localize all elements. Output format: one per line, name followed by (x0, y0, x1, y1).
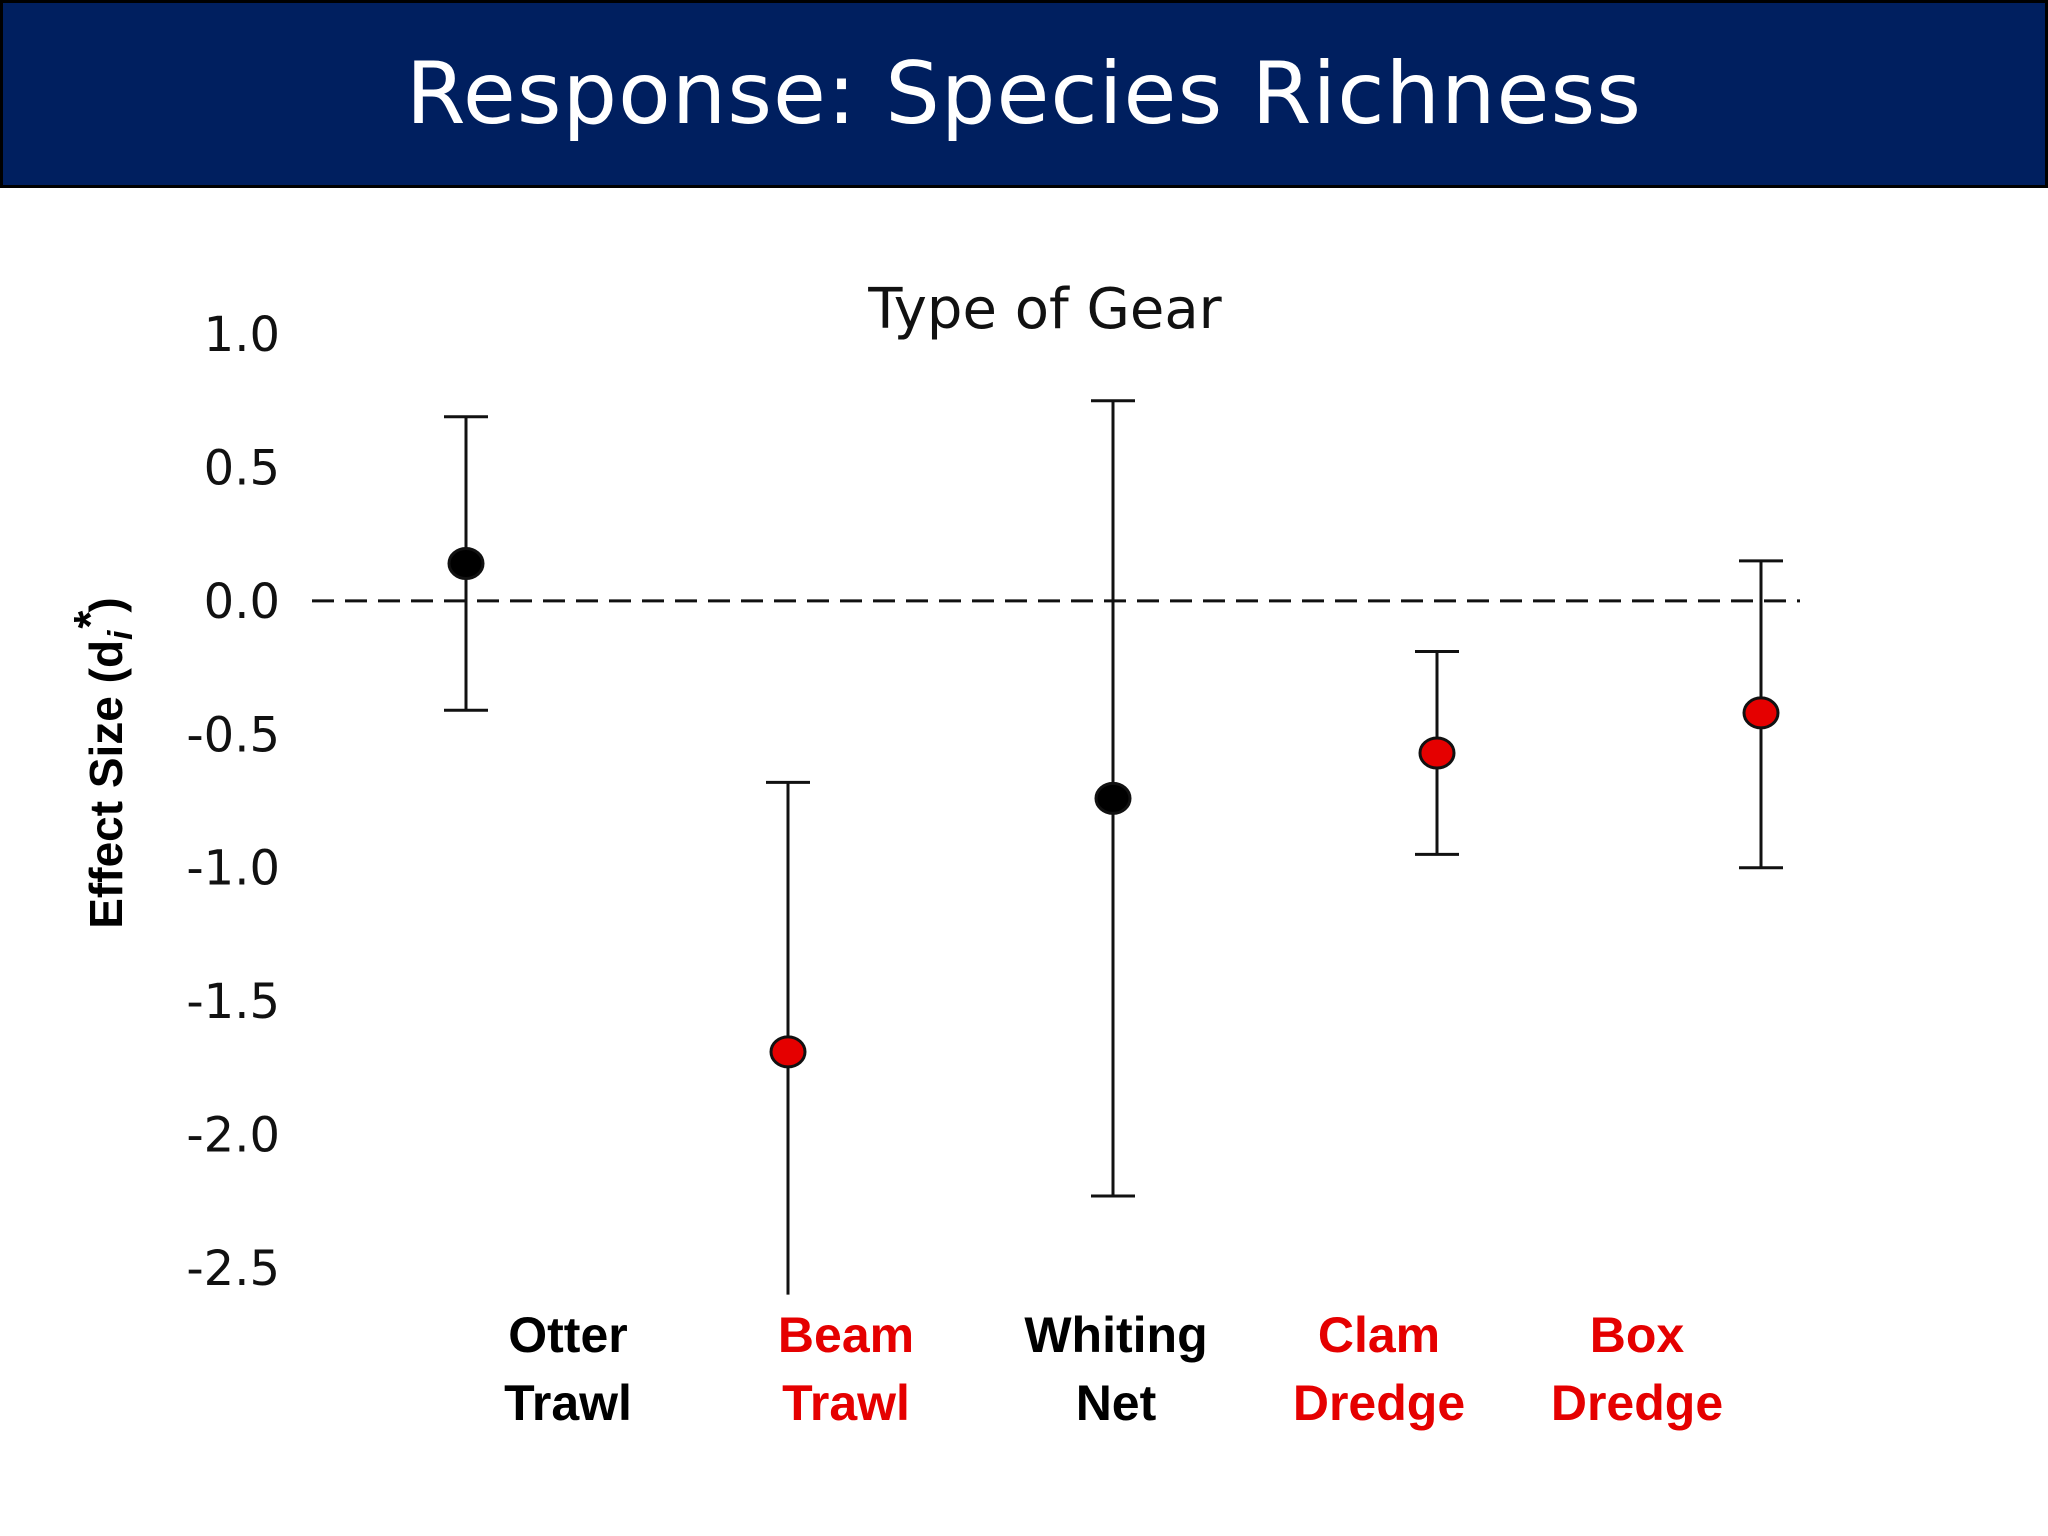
category-label-line2: Trawl (504, 1375, 632, 1431)
y-axis-label: Effect Size (di*) (64, 597, 140, 929)
category-label: Otter Trawl (504, 1307, 632, 1431)
category-label-line1: Clam (1318, 1307, 1440, 1363)
effect-point (447, 546, 485, 580)
category-label-line2: Trawl (782, 1375, 910, 1431)
title-banner: Response: Species Richness (0, 0, 2048, 188)
category-label-line1: Beam (778, 1307, 914, 1363)
category-label: Whiting Net (1024, 1307, 1207, 1431)
data-point-group (444, 415, 488, 712)
category-label: Box Dredge (1551, 1307, 1723, 1431)
y-axis-label-sub: i (102, 629, 140, 640)
y-axis-label-main: Effect Size (d (80, 640, 132, 929)
y-tick-label: -2.5 (186, 1241, 280, 1297)
y-tick-label: -1.0 (186, 841, 280, 897)
category-label-line2: Net (1076, 1375, 1157, 1431)
y-axis-label-close: ) (80, 597, 132, 612)
page-title: Response: Species Richness (405, 44, 1643, 144)
category-label-line2: Dredge (1293, 1375, 1465, 1431)
category-label-line2: Dredge (1551, 1375, 1723, 1431)
data-point-group (1415, 650, 1459, 856)
effect-point (1742, 696, 1780, 730)
category-label-line1: Whiting (1024, 1307, 1207, 1363)
category-label-line1: Box (1590, 1307, 1685, 1363)
y-tick-label: -0.5 (186, 707, 280, 763)
y-tick-label: 0.0 (204, 574, 280, 630)
data-marks (444, 399, 1783, 1295)
chart-title: Type of Gear (867, 277, 1222, 342)
y-tick-label: -2.0 (186, 1108, 280, 1164)
y-tick-labels: 1.0 0.5 0.0 -0.5 -1.0 -1.5 -2.0 -2.5 (186, 307, 280, 1297)
y-tick-label: 1.0 (204, 307, 280, 363)
y-axis-label-sup: * (64, 610, 116, 630)
data-point-group (1739, 559, 1783, 870)
category-label: Beam Trawl (778, 1307, 914, 1431)
y-tick-label: 0.5 (204, 440, 280, 496)
category-label-line1: Otter (508, 1307, 627, 1363)
data-point-group (766, 780, 810, 1295)
effect-point (769, 1035, 807, 1069)
y-tick-label: -1.5 (186, 974, 280, 1030)
effect-point (1094, 781, 1132, 815)
category-label: Clam Dredge (1293, 1307, 1465, 1431)
data-point-group (1091, 399, 1135, 1198)
effect-point (1418, 736, 1456, 770)
